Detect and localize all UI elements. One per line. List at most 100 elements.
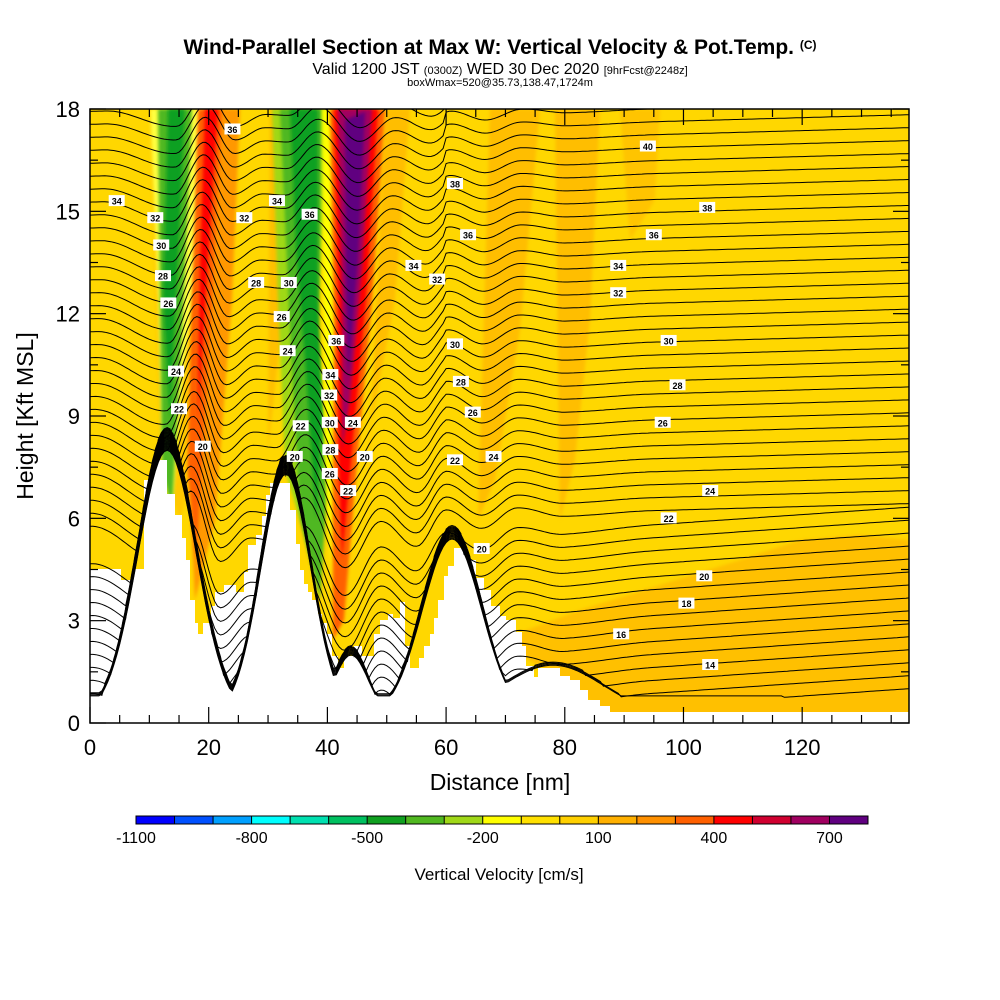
chart-subtitle-2: boxWmax=520@35.73,138.47,1724m <box>407 77 593 89</box>
colorbar-tick-label: 100 <box>585 830 612 847</box>
contour-label-box <box>321 416 338 428</box>
contour-label-box <box>610 287 627 299</box>
contour-label: 28 <box>456 377 466 387</box>
contour-label: 34 <box>272 197 282 207</box>
colorbar-swatch <box>790 816 830 824</box>
contour-label-box <box>321 389 338 401</box>
contour-label: 26 <box>658 418 668 428</box>
theta-contour-line <box>90 316 909 376</box>
colorbar-swatch <box>482 816 522 824</box>
theta-contour-line <box>90 109 444 129</box>
theta-contour-line <box>90 140 909 184</box>
theta-contour-line <box>90 430 909 514</box>
contour-label: 22 <box>174 405 184 415</box>
theta-contour-line <box>90 433 909 555</box>
contour-label-box <box>224 123 241 135</box>
contour-label-box <box>446 454 463 466</box>
x-axis-tick-labels: 0 20 40 60 80 100 120 <box>84 735 821 760</box>
theta-contour-line <box>90 353 909 417</box>
theta-contour-line <box>90 303 909 362</box>
theta-contour-line <box>90 436 909 610</box>
axis-ticks <box>89 108 909 724</box>
y-tick-label: 9 <box>68 404 80 429</box>
y-axis-label: Height [Kft MSL] <box>12 332 38 499</box>
contour-label: 32 <box>239 214 249 224</box>
contour-label-box <box>273 311 290 323</box>
contour-label: 26 <box>325 469 335 479</box>
contour-label-box <box>328 334 345 346</box>
y-axis-tick-labels: 0 3 6 9 12 15 18 <box>56 97 80 736</box>
contour-label-box <box>322 444 339 456</box>
y-tick-label: 6 <box>68 506 80 531</box>
contour-label-box <box>446 338 463 350</box>
contour-label: 36 <box>463 231 473 241</box>
potential-temperature-contours <box>90 109 909 698</box>
contour-label: 28 <box>158 272 168 282</box>
theta-contour-line <box>90 366 909 431</box>
contour-label: 22 <box>450 456 460 466</box>
theta-contour-line <box>90 442 909 685</box>
colorbar-swatch <box>598 816 638 824</box>
contour-label-box <box>452 375 469 387</box>
x-axis-label: Distance [nm] <box>430 769 571 795</box>
contour-label-box <box>321 467 338 479</box>
colorbar-swatch <box>251 816 291 824</box>
contour-label-box <box>248 276 265 288</box>
contour-label: 30 <box>284 278 294 288</box>
theta-contour-line <box>90 204 909 252</box>
colorbar-swatch <box>636 816 676 824</box>
contour-label-box <box>194 440 211 452</box>
contour-label-box <box>473 543 490 555</box>
y-tick-label: 12 <box>56 302 80 327</box>
contour-label: 18 <box>681 599 691 609</box>
theta-contour-line <box>90 441 909 676</box>
colorbar-swatch <box>444 816 484 824</box>
contour-label: 24 <box>348 418 358 428</box>
x-tick-label: 120 <box>784 735 821 760</box>
x-tick-label: 80 <box>553 735 577 760</box>
contour-label: 32 <box>324 391 334 401</box>
contour-label: 28 <box>325 446 335 456</box>
contour-label-box <box>280 276 297 288</box>
theta-contour-line <box>90 278 909 335</box>
x-tick-label: 20 <box>196 735 220 760</box>
contour-label: 20 <box>360 452 370 462</box>
contour-label-box <box>340 485 357 497</box>
contour-label: 20 <box>198 442 208 452</box>
contour-label: 34 <box>613 261 623 271</box>
colorbar-swatch <box>521 816 561 824</box>
y-tick-label: 3 <box>68 609 80 634</box>
theta-contour-line <box>90 328 909 390</box>
x-tick-label: 60 <box>434 735 458 760</box>
theta-contour-line <box>90 241 909 294</box>
colorbar-tick-label: 700 <box>816 830 843 847</box>
contour-label: 26 <box>468 408 478 418</box>
contour-label-box <box>678 597 695 609</box>
contour-label-box <box>147 212 164 224</box>
contour-label: 30 <box>156 241 166 251</box>
contour-label: 30 <box>664 336 674 346</box>
contour-label: 22 <box>664 514 674 524</box>
chart-subtitle: Valid 1200 JST (0300Z) WED 30 Dec 2020 [… <box>312 61 688 78</box>
colorbar-swatch <box>829 816 869 824</box>
colorbar-swatch <box>405 816 445 824</box>
colorbar-swatch <box>713 816 753 824</box>
contour-label: 26 <box>163 299 173 309</box>
theta-contour-line <box>90 435 909 597</box>
colorbar-tick-label: -800 <box>236 830 268 847</box>
colorbar-swatch <box>367 816 407 824</box>
contour-label-box <box>696 570 713 582</box>
theta-contour-line <box>90 191 909 239</box>
contour-label-box <box>460 229 477 241</box>
contour-label-box <box>610 259 627 271</box>
colorbar-swatch <box>174 816 214 824</box>
contour-label: 38 <box>450 180 460 190</box>
colorbar-tick-label: -200 <box>467 830 499 847</box>
colorbar-tick-labels: -1100 -800 -500 -200 100 400 700 <box>116 830 843 847</box>
contour-label-box <box>669 379 686 391</box>
colorbar-swatch <box>559 816 599 824</box>
colorbar-swatch <box>290 816 330 824</box>
contour-label: 20 <box>699 572 709 582</box>
theta-contour-line <box>90 432 909 541</box>
theta-contour-line <box>90 114 909 156</box>
